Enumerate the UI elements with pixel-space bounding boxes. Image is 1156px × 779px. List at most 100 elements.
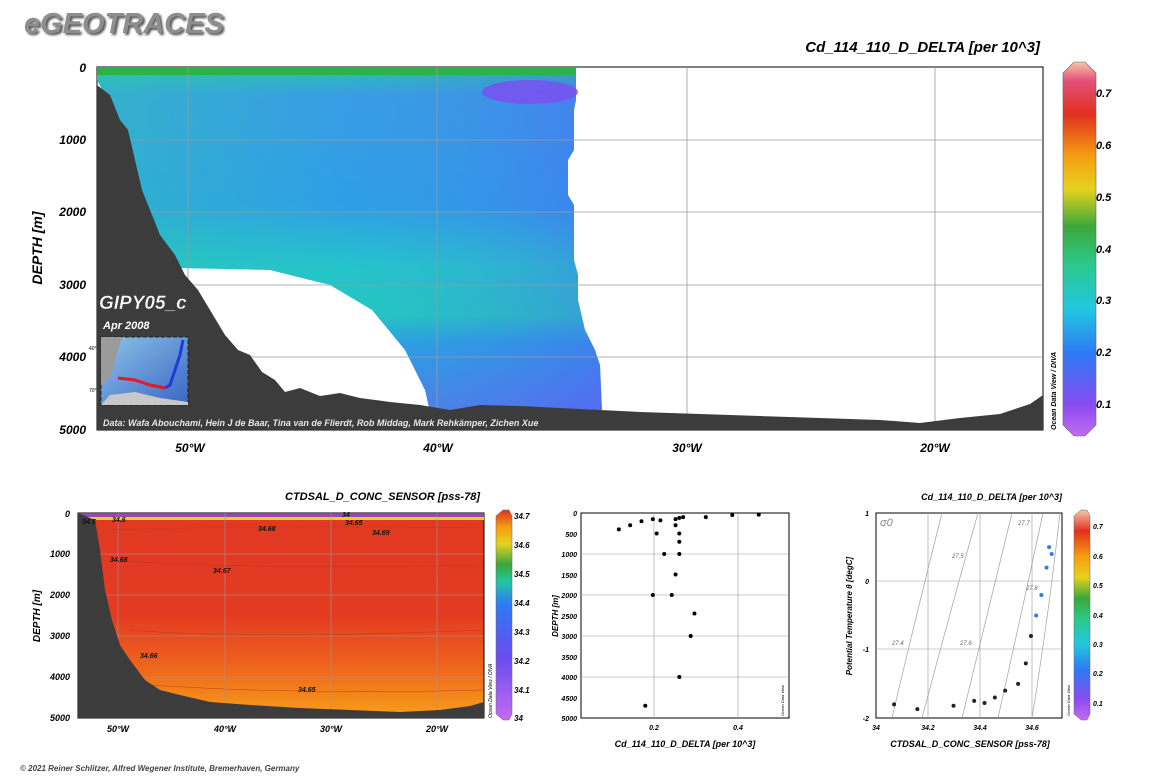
low-value-patch — [482, 80, 578, 104]
sal-contour-label: 34.6 — [112, 517, 126, 524]
ts-point — [1039, 593, 1044, 597]
surface-layer — [97, 67, 576, 75]
profile-ytick: 2500 — [560, 614, 577, 621]
profile-vlabel: Ocean Data View — [780, 684, 785, 716]
profile-point — [677, 531, 682, 536]
sal-contour-label: 34.65 — [345, 520, 363, 527]
profile-point — [658, 518, 663, 523]
main-ytick: 4000 — [58, 350, 86, 364]
profile-point — [650, 517, 655, 522]
ts-isopycnal-label: 27.5 — [951, 554, 964, 560]
ts-isopycnal-label: 27.6 — [959, 641, 972, 647]
main-ylabel: DEPTH [m] — [29, 210, 45, 284]
copyright-footer: © 2021 Reiner Schlitzer, Alfred Wegener … — [20, 764, 300, 773]
profile-point — [643, 703, 648, 708]
sal-bathymetry — [78, 513, 484, 718]
sal-title: CTDSAL_D_CONC_SENSOR [pss-78] — [285, 491, 480, 503]
main-bathymetry — [97, 85, 1043, 430]
sal-ytick: 5000 — [50, 713, 70, 723]
sal-ytick: 3000 — [50, 631, 70, 641]
profile-plot-area — [580, 512, 790, 719]
profile-ytick: 5000 — [561, 716, 577, 723]
profile-point — [673, 517, 678, 522]
ts-isopycnal-label: 27.7 — [1017, 521, 1030, 527]
inset-lat-70: 70° — [89, 388, 97, 394]
ts-point — [915, 707, 920, 712]
ts-point — [951, 703, 956, 708]
profile-point — [756, 512, 761, 517]
profile-ytick: 3500 — [561, 655, 577, 662]
ts-isopycnal-label: 27.4 — [891, 641, 904, 647]
sal-cb-vlabel: Ocean Data View / DIVA — [488, 663, 494, 718]
sal-xtick: 40°W — [213, 724, 238, 734]
ts-grid — [876, 513, 1062, 718]
profile-point — [677, 539, 682, 544]
inset-map-land — [101, 337, 122, 385]
app-logo: eGEOTRACES — [24, 8, 224, 40]
sal-ytick: 1000 — [50, 549, 70, 559]
main-cb-tick: 0.5 — [1096, 192, 1112, 204]
profile-points — [616, 512, 761, 708]
profile-point — [730, 513, 735, 518]
ts-xtick: 34.6 — [1025, 725, 1039, 732]
profile-ytick: 3000 — [561, 634, 577, 641]
ts-xtick: 34.4 — [973, 725, 987, 732]
profile-ylabel: DEPTH [m] — [551, 595, 560, 637]
ts-cb-tick: 0.7 — [1093, 524, 1104, 531]
main-cb-tick: 0.4 — [1096, 244, 1111, 256]
inset-map-ice — [101, 392, 188, 405]
ts-title: Cd_114_110_D_DELTA [per 10^3] — [921, 492, 1063, 502]
sal-ylabel: DEPTH [m] — [32, 589, 43, 642]
ts-cb-tick: 0.3 — [1093, 642, 1103, 649]
main-xtick: 20°W — [919, 441, 951, 455]
ts-sigma-label: σ0 — [880, 517, 894, 529]
sal-contour-label: 34 — [342, 512, 350, 519]
profile-point — [673, 572, 678, 577]
profile-point — [692, 611, 697, 616]
profile-point — [673, 523, 678, 528]
sal-xtick: 20°W — [425, 724, 450, 734]
ts-point — [1049, 552, 1054, 556]
sal-ytick: 0 — [65, 509, 70, 519]
sal-cb-tick: 34.2 — [514, 657, 530, 666]
ts-point — [1047, 545, 1052, 550]
sal-contour-label: 34.65 — [298, 687, 316, 694]
sal-contour-label: 34.68 — [110, 557, 128, 564]
sal-ytick: 4000 — [49, 672, 70, 682]
sal-ytick: 2000 — [49, 590, 70, 600]
profile-point — [677, 552, 682, 556]
ts-cb-tick: 0.5 — [1093, 583, 1103, 590]
profile-point — [628, 523, 633, 528]
main-xtick: 40°W — [422, 441, 454, 455]
main-cb-tick: 0.6 — [1096, 140, 1112, 152]
ts-ytick: 1 — [865, 511, 869, 518]
profile-chart: 0 500 1000 1500 2000 2500 3000 3500 4000… — [551, 511, 790, 749]
sal-contour-label: 34.69 — [372, 530, 390, 537]
profile-point — [688, 634, 693, 638]
sal-surface-layer — [78, 513, 484, 519]
ts-xlabel: CTDSAL_D_CONC_SENSOR [pss-78] — [890, 739, 1051, 749]
sal-xtick: 50°W — [107, 724, 131, 734]
inset-lat-40: 40° — [89, 346, 97, 352]
cruise-date: Apr 2008 — [102, 320, 150, 332]
main-cb-tick: 0.2 — [1096, 347, 1111, 359]
main-ytick: 0 — [79, 61, 86, 75]
inset-track-blue — [164, 339, 185, 390]
ts-point — [1029, 634, 1033, 638]
sal-contour-label: 34.67 — [213, 568, 232, 575]
profile-xtick: 0.2 — [649, 725, 659, 732]
profile-point — [677, 515, 682, 520]
profile-xlabel: Cd_114_110_D_DELTA [per 10^3] — [615, 739, 757, 749]
main-title: Cd_114_110_D_DELTA [per 10^3] — [805, 39, 1041, 56]
profile-point — [654, 531, 659, 536]
profile-ytick: 4000 — [560, 675, 577, 682]
profile-point — [650, 593, 655, 597]
ts-point — [982, 700, 987, 705]
ts-point — [992, 695, 997, 700]
sal-cb-tick: 34.1 — [514, 686, 530, 695]
ts-cb-tick: 0.2 — [1093, 671, 1103, 678]
main-cb-vlabel: Ocean Data View / DIVA — [1051, 352, 1058, 430]
salinity-section-chart: 34.5 34.6 34.65 34.68 34.69 34.68 34.67 … — [32, 491, 530, 734]
ts-point — [1003, 688, 1008, 693]
ts-point — [1016, 681, 1021, 686]
